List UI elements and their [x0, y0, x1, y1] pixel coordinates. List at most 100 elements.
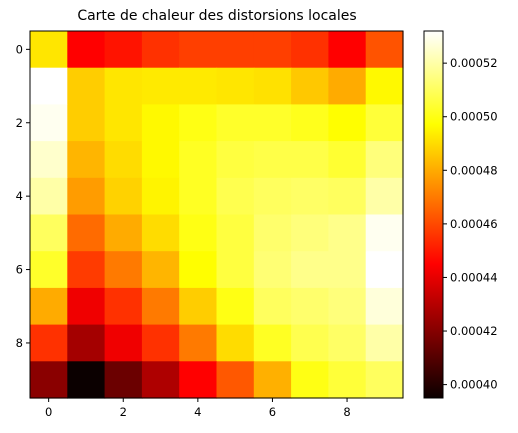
heatmap-cell	[328, 141, 367, 179]
x-tick-label: 2	[120, 405, 127, 419]
heatmap-cell	[216, 31, 255, 69]
heatmap-cell	[104, 67, 143, 105]
heatmap-cell	[253, 324, 292, 362]
heatmap-cell	[253, 361, 292, 399]
heatmap-cell	[67, 104, 106, 142]
heatmap-cell	[141, 177, 180, 216]
heatmap-cell	[104, 287, 143, 326]
heatmap-cell	[365, 141, 404, 179]
y-axis: 0 2 4 6 8	[16, 42, 30, 350]
heatmap-cell	[253, 67, 292, 105]
heatmap-cell	[291, 214, 329, 252]
heatmap-cell	[328, 214, 367, 252]
colorbar-tick-label: 0.00052	[450, 56, 498, 70]
heatmap-cell	[179, 361, 218, 399]
heatmap-cell	[216, 67, 255, 105]
heatmap-cell	[30, 361, 68, 399]
y-tick-label: 0	[16, 42, 23, 56]
heatmap-cell	[104, 214, 143, 252]
x-tick-label: 6	[269, 405, 276, 419]
heatmap-cell	[67, 324, 106, 362]
heatmap-cell	[365, 31, 404, 69]
heatmap-cell	[104, 361, 143, 399]
heatmap-cell	[179, 67, 218, 105]
heatmap-cell	[365, 287, 404, 326]
heatmap-cell	[141, 31, 180, 69]
x-tick-label: 4	[194, 405, 201, 419]
heatmap-cell	[30, 141, 68, 179]
heatmap-cell	[291, 251, 329, 289]
heatmap-cell	[30, 67, 68, 105]
x-axis: 0 2 4 6 8	[45, 398, 351, 419]
heatmap-cell	[291, 287, 329, 326]
heatmap-cell	[365, 67, 404, 105]
heatmap-cell	[291, 104, 329, 142]
heatmap-cell	[365, 361, 404, 399]
heatmap-cell	[291, 324, 329, 362]
colorbar-tick-label: 0.00050	[450, 110, 498, 124]
heatmap-cell	[365, 177, 404, 216]
heatmap-cell	[328, 361, 367, 399]
heatmap-cell	[30, 251, 68, 289]
heatmap-cell	[67, 214, 106, 252]
heatmap-cell	[291, 177, 329, 216]
heatmap-cell	[253, 177, 292, 216]
heatmap-cell	[328, 287, 367, 326]
colorbar-tick-label: 0.00040	[450, 378, 498, 392]
colorbar-tick-label: 0.00048	[450, 163, 498, 177]
heatmap-cell	[30, 287, 68, 326]
chart-title: Carte de chaleur des distorsions locales	[77, 8, 356, 24]
heatmap-cell	[30, 31, 68, 69]
heatmap-cell	[216, 287, 255, 326]
heatmap-cell	[291, 31, 329, 69]
colorbar-axis: 0.00040 0.00042 0.00044 0.00046 0.00048 0.000…	[443, 56, 498, 392]
heatmap-cell	[179, 104, 218, 142]
heatmap-cell	[253, 287, 292, 326]
heatmap-cell	[328, 31, 367, 69]
heatmap-cell	[141, 67, 180, 105]
heatmap-cell	[104, 31, 143, 69]
heatmap-cell	[104, 141, 143, 179]
heatmap-cell	[141, 214, 180, 252]
heatmap-cell	[179, 214, 218, 252]
heatmap-cell	[141, 324, 180, 362]
y-tick-label: 2	[16, 116, 23, 130]
heatmap-cell	[253, 141, 292, 179]
heatmap-cell	[179, 177, 218, 216]
heatmap-cell	[141, 104, 180, 142]
heatmap-cell	[30, 214, 68, 252]
heatmap-cell	[253, 31, 292, 69]
heatmap-cell	[365, 251, 404, 289]
heatmap-cell	[365, 324, 404, 362]
heatmap-cell	[30, 324, 68, 362]
plot-frame	[29, 30, 404, 399]
x-tick-label: 8	[343, 405, 350, 419]
colorbar-tick-label: 0.00046	[450, 217, 498, 231]
heatmap-cell	[141, 251, 180, 289]
heatmap-cell	[141, 361, 180, 399]
heatmap-cell	[328, 177, 367, 216]
heatmap-cell	[328, 67, 367, 105]
heatmap-cell	[253, 104, 292, 142]
heatmap-cell	[30, 177, 68, 216]
heatmap-cell	[30, 104, 68, 142]
heatmap-cell	[291, 67, 329, 105]
heatmap-cell	[216, 324, 255, 362]
heatmap-cell	[216, 251, 255, 289]
heatmap-cell	[104, 104, 143, 142]
heatmap-cell	[291, 141, 329, 179]
heatmap-cell	[67, 251, 106, 289]
heatmap-cells	[30, 31, 404, 399]
y-tick-label: 8	[16, 336, 23, 350]
heatmap-cell	[67, 141, 106, 179]
heatmap-cell	[365, 104, 404, 142]
colorbar-tick-label: 0.00042	[450, 324, 498, 338]
colorbar	[423, 30, 444, 399]
heatmap-cell	[179, 31, 218, 69]
heatmap-cell	[253, 251, 292, 289]
heatmap-cell	[67, 67, 106, 105]
y-tick-label: 4	[16, 189, 23, 203]
heatmap-cell	[141, 141, 180, 179]
heatmap-cell	[216, 141, 255, 179]
